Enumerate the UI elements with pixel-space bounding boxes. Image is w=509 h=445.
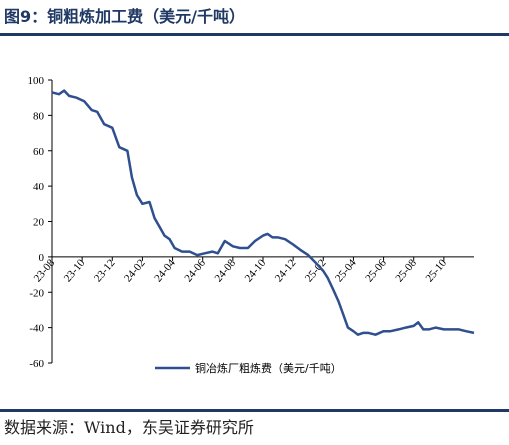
- chart-series: [51, 89, 475, 336]
- x-tick-label: 23-08: [32, 257, 58, 285]
- y-tick-label: 40: [33, 181, 45, 193]
- y-tick-label: 20: [33, 217, 45, 229]
- x-tick-label: 24-10: [243, 257, 269, 285]
- chart-legend: 铜冶炼厂粗炼费（美元/千吨）: [155, 361, 342, 375]
- series-line: [51, 89, 475, 336]
- figure-title: 图9：铜粗炼加工费（美元/千吨）: [4, 7, 245, 26]
- x-tick-label: 25-06: [363, 257, 389, 285]
- source-rule: [0, 409, 509, 412]
- x-axis-ticks: 23-08 23-10 23-12 24-02 24-04 24-06 24-08 24-10…: [32, 257, 450, 285]
- x-tick-label: 25-08: [393, 257, 419, 285]
- title-rule: [0, 33, 509, 36]
- chart-axes: [51, 80, 474, 363]
- y-tick-label: 60: [33, 146, 45, 158]
- legend-label: 铜冶炼厂粗炼费（美元/千吨）: [195, 361, 342, 375]
- y-tick-label: 80: [33, 110, 45, 122]
- y-axis-ticks: -60 -40 -20 0 20 40 60 80 100: [28, 75, 52, 370]
- x-tick-label: 24-04: [152, 257, 178, 285]
- y-tick-label: -20: [29, 287, 44, 299]
- x-tick-label: 24-12: [273, 257, 299, 284]
- x-tick-label: 25-04: [333, 257, 359, 285]
- x-tick-label: 23-12: [92, 257, 118, 284]
- y-tick-label: 0: [39, 252, 45, 264]
- x-tick-label: 25-10: [423, 257, 449, 285]
- y-tick-label: -60: [29, 358, 44, 370]
- chart-area: -60 -40 -20 0 20 40 60 80 100 23-08 23-10 23-12 24-…: [0, 38, 509, 408]
- source-note: 数据来源：Wind，东吴证券研究所: [4, 418, 254, 437]
- x-tick-label: 24-02: [122, 257, 148, 284]
- x-tick-label: 23-10: [62, 257, 88, 285]
- y-tick-label: -40: [29, 323, 44, 335]
- x-tick-label: 24-06: [182, 257, 208, 285]
- y-tick-label: 100: [28, 75, 45, 87]
- x-tick-label: 24-08: [212, 257, 238, 285]
